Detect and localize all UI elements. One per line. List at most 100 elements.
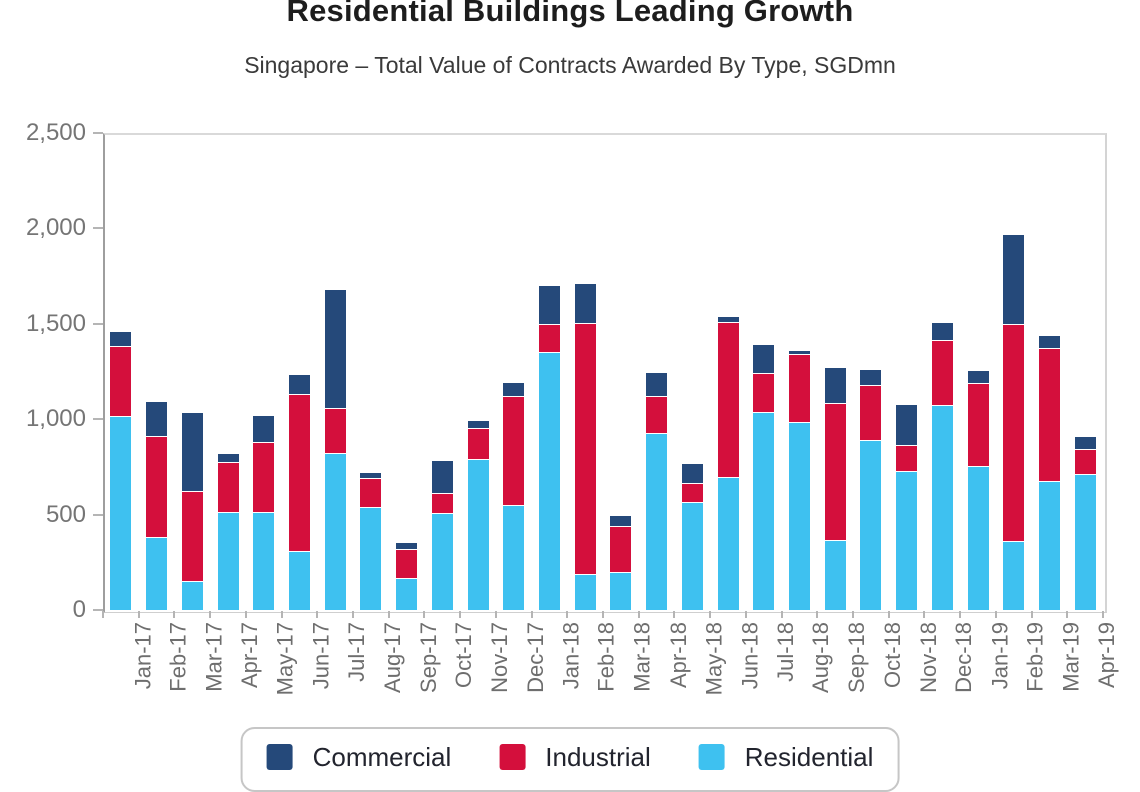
x-tick-mark: [423, 611, 426, 618]
bar-segment-commercial: [931, 322, 953, 340]
bar-segment-commercial: [574, 283, 596, 323]
y-tick-mark: [93, 418, 103, 421]
x-tick-label-text: Sep-18: [844, 622, 870, 693]
bar-apr-17: [217, 454, 239, 610]
bar-segment-industrial: [717, 322, 739, 478]
bar-mar-18: [610, 516, 632, 610]
bar-segment-commercial: [646, 373, 668, 397]
x-tick-label-text: Sep-17: [415, 622, 441, 693]
bar-segment-industrial: [753, 374, 775, 413]
x-tick-mark: [494, 611, 497, 618]
bar-oct-17: [431, 461, 453, 610]
bar-aug-18: [788, 351, 810, 610]
bar-segment-residential: [931, 405, 953, 610]
bar-segment-industrial: [788, 355, 810, 422]
bar-apr-19: [1074, 437, 1096, 610]
bar-may-17: [253, 416, 275, 610]
bar-segment-commercial: [288, 375, 310, 395]
bar-sep-18: [824, 367, 846, 610]
bar-segment-commercial: [717, 317, 739, 322]
bar-segment-residential: [1074, 475, 1096, 610]
bar-segment-commercial: [1003, 234, 1025, 324]
bar-segment-residential: [538, 353, 560, 610]
bar-segment-commercial: [360, 472, 382, 479]
chart-subtitle: Singapore – Total Value of Contracts Awa…: [244, 52, 896, 78]
bar-mar-19: [1038, 336, 1060, 610]
bar-jan-17: [110, 332, 132, 610]
bar-segment-residential: [181, 582, 203, 610]
bar-nov-18: [896, 404, 918, 610]
x-tick-label-text: Dec-18: [951, 622, 977, 693]
x-tick-mark: [602, 611, 604, 618]
x-tick-label-text: Mar-18: [629, 622, 655, 692]
bar-segment-commercial: [181, 413, 203, 491]
bar-segment-commercial: [253, 416, 275, 442]
bar-segment-industrial: [467, 428, 489, 460]
bar-sep-17: [396, 543, 418, 610]
x-tick-label-text: Jul-18: [772, 622, 798, 682]
bar-segment-industrial: [431, 493, 453, 513]
bar-segment-industrial: [217, 463, 239, 512]
x-tick-mark: [280, 611, 283, 618]
bar-segment-commercial: [396, 543, 418, 549]
bar-segment-industrial: [324, 408, 346, 453]
y-tick-mark: [93, 609, 103, 611]
bar-segment-commercial: [146, 401, 168, 437]
bar-segment-industrial: [181, 491, 203, 582]
legend-item-commercial: Commercial: [266, 742, 452, 772]
x-tick-mark: [744, 611, 747, 618]
legend-swatch-residential: [698, 744, 725, 770]
bar-segment-residential: [396, 579, 418, 610]
x-tick-label-text: Apr-19: [1094, 622, 1120, 689]
bar-may-18: [681, 463, 703, 610]
x-tick-label-text: Dec-17: [522, 622, 548, 693]
bar-segment-commercial: [967, 371, 989, 383]
x-tick-label-text: Feb-18: [594, 622, 620, 692]
y-tick-label: 0: [72, 596, 86, 623]
legend-swatch-industrial: [499, 744, 526, 770]
y-tick-mark: [93, 132, 103, 134]
legend-item-industrial: Industrial: [499, 742, 651, 772]
bar-segment-industrial: [253, 442, 275, 512]
bar-segment-residential: [467, 460, 489, 610]
x-tick-mark: [1066, 611, 1069, 618]
x-tick-label-text: Jan-18: [558, 622, 584, 690]
x-tick-label-text: Jul-17: [344, 622, 370, 682]
x-tick-mark: [780, 611, 783, 618]
y-tick-label: 2,000: [25, 214, 86, 242]
bar-segment-residential: [788, 422, 810, 610]
bar-segment-residential: [860, 441, 882, 610]
bar-segment-commercial: [896, 404, 918, 445]
x-tick-label-text: Jun-18: [737, 622, 762, 690]
x-tick-mark: [209, 611, 212, 618]
legend-label: Residential: [744, 742, 874, 772]
x-tick-label-text: Jan-17: [129, 622, 155, 690]
bar-segment-commercial: [824, 367, 846, 403]
x-tick-label-text: Apr-18: [665, 622, 691, 689]
bar-segment-industrial: [1003, 324, 1025, 542]
bar-segment-commercial: [324, 290, 346, 408]
x-tick-mark: [887, 611, 890, 618]
bar-segment-residential: [574, 574, 596, 610]
bar-segment-residential: [967, 466, 989, 610]
bar-segment-commercial: [538, 285, 560, 324]
x-tick-mark: [852, 611, 854, 618]
x-tick-label-text: Oct-18: [879, 622, 905, 689]
bar-segment-residential: [360, 507, 382, 610]
bar-aug-17: [360, 472, 382, 610]
x-tick-mark: [173, 611, 176, 618]
bar-segment-residential: [610, 572, 632, 610]
bar-feb-18: [574, 283, 596, 610]
chart-title: Residential Buildings Leading Growth: [286, 0, 854, 28]
bar-segment-industrial: [646, 397, 668, 434]
bar-jun-18: [717, 317, 739, 610]
bar-segment-residential: [253, 512, 275, 610]
bar-segment-commercial: [610, 516, 632, 526]
bar-feb-19: [1003, 234, 1025, 610]
legend-label: Industrial: [545, 742, 651, 772]
legend-label: Commercial: [312, 742, 452, 772]
legend-item-residential: Residential: [698, 742, 874, 772]
x-tick-mark: [959, 611, 962, 618]
bar-segment-residential: [753, 413, 775, 610]
x-tick-label-text: Aug-17: [379, 622, 405, 693]
